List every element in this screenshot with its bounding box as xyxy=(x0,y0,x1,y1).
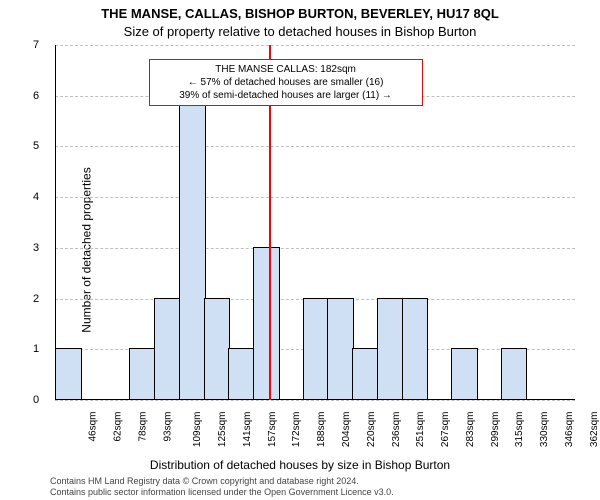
gridline xyxy=(55,146,575,147)
bar xyxy=(402,298,429,400)
xtick-label: 299sqm xyxy=(490,412,501,448)
xtick-label: 330sqm xyxy=(539,412,550,448)
bar xyxy=(228,348,255,400)
xtick-label: 362sqm xyxy=(589,412,600,448)
xtick-label: 157sqm xyxy=(267,412,278,448)
ytick-label: 3 xyxy=(33,242,51,254)
bar xyxy=(55,348,82,400)
xtick-label: 109sqm xyxy=(193,412,204,448)
xtick-label: 251sqm xyxy=(415,412,426,448)
y-axis-line xyxy=(55,45,56,400)
bar xyxy=(179,95,206,400)
xtick-label: 267sqm xyxy=(440,412,451,448)
bar xyxy=(303,298,330,400)
attribution: Contains HM Land Registry data © Crown c… xyxy=(50,476,590,498)
xtick-label: 93sqm xyxy=(162,412,173,442)
ytick-label: 5 xyxy=(33,140,51,152)
ytick-label: 0 xyxy=(33,394,51,406)
chart-container: THE MANSE, CALLAS, BISHOP BURTON, BEVERL… xyxy=(0,0,600,500)
bar xyxy=(129,348,156,400)
chart-title-main: THE MANSE, CALLAS, BISHOP BURTON, BEVERL… xyxy=(0,6,600,21)
ytick-label: 1 xyxy=(33,343,51,355)
plot-area: 0123456746sqm62sqm78sqm93sqm109sqm125sqm… xyxy=(55,45,575,400)
xtick-label: 315sqm xyxy=(514,412,525,448)
xtick-label: 204sqm xyxy=(341,412,352,448)
x-axis-label: Distribution of detached houses by size … xyxy=(0,458,600,472)
gridline xyxy=(55,248,575,249)
xtick-label: 283sqm xyxy=(465,412,476,448)
bar xyxy=(501,348,528,400)
annotation-line1: THE MANSE CALLAS: 182sqm xyxy=(156,63,416,76)
xtick-label: 236sqm xyxy=(391,412,402,448)
bar xyxy=(154,298,181,400)
x-axis-line xyxy=(55,399,575,400)
bar xyxy=(352,348,379,400)
bar xyxy=(204,298,231,400)
xtick-label: 62sqm xyxy=(113,412,124,442)
xtick-label: 346sqm xyxy=(564,412,575,448)
gridline xyxy=(55,45,575,46)
xtick-label: 46sqm xyxy=(88,412,99,442)
xtick-label: 220sqm xyxy=(366,412,377,448)
gridline xyxy=(55,197,575,198)
bar xyxy=(327,298,354,400)
attribution-line1: Contains HM Land Registry data © Crown c… xyxy=(50,476,590,487)
ytick-label: 7 xyxy=(33,39,51,51)
gridline xyxy=(55,400,575,401)
xtick-label: 141sqm xyxy=(242,412,253,448)
annotation-line3: 39% of semi-detached houses are larger (… xyxy=(156,89,416,102)
bar xyxy=(377,298,404,400)
ytick-label: 2 xyxy=(33,293,51,305)
chart-title-sub: Size of property relative to detached ho… xyxy=(0,24,600,39)
xtick-label: 172sqm xyxy=(292,412,303,448)
ytick-label: 4 xyxy=(33,191,51,203)
ytick-label: 6 xyxy=(33,90,51,102)
annotation-box: THE MANSE CALLAS: 182sqm← 57% of detache… xyxy=(149,59,423,106)
attribution-line2: Contains public sector information licen… xyxy=(50,487,590,498)
annotation-line2: ← 57% of detached houses are smaller (16… xyxy=(156,76,416,89)
xtick-label: 125sqm xyxy=(217,412,228,448)
xtick-label: 188sqm xyxy=(316,412,327,448)
bar xyxy=(451,348,478,400)
xtick-label: 78sqm xyxy=(137,412,148,442)
bar xyxy=(253,247,280,400)
